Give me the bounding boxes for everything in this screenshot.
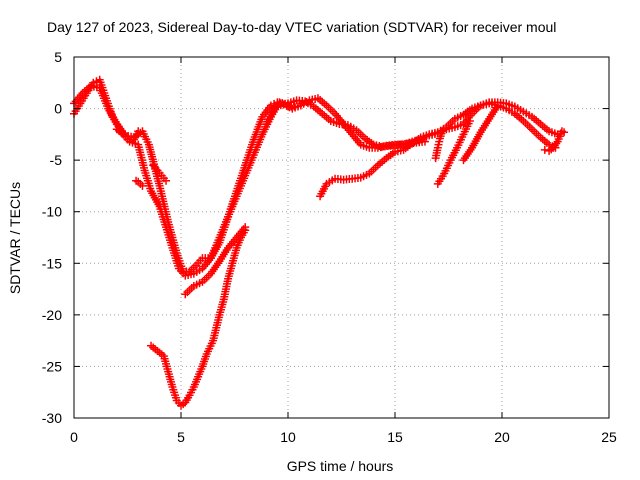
data-series-track-10 [316,99,560,201]
data-point [420,137,429,146]
x-tick-label: 5 [177,429,185,445]
data-series-track-11 [433,116,474,188]
data-point [465,116,474,125]
x-tick-label: 0 [70,429,78,445]
x-tick-label: 20 [494,429,510,445]
data-markers [70,75,569,410]
data-series-track-14 [540,127,566,155]
x-tick-label: 25 [601,429,617,445]
x-tick-label: 10 [280,429,296,445]
data-point [493,101,502,110]
y-tick-label: -5 [50,152,63,168]
chart-title: Day 127 of 2023, Sidereal Day-to-day VTE… [47,19,556,35]
y-tick-label: -10 [42,204,62,220]
data-series-track-12 [431,127,447,163]
y-tick-label: 0 [54,101,62,117]
y-tick-label: 5 [54,49,62,65]
data-point [438,127,447,136]
y-tick-label: -30 [42,410,62,426]
data-point [241,226,250,235]
data-series-track-5 [132,176,147,190]
axis-ticks: 0 5 10 15 20 25 5 0 -5 -10 -15 -20 -25 -30 [42,49,617,445]
plot-frame [73,56,610,419]
data-series-track-9 [262,94,569,152]
data-series-track-3 [112,98,292,280]
data-point [134,127,143,136]
y-axis-label: SDTVAR / TECUs [7,182,23,294]
data-point [138,181,147,190]
data-point [557,127,566,136]
y-tick-label: -15 [42,255,62,271]
data-series-track-13 [459,101,502,165]
x-axis-label: GPS time / hours [287,458,394,474]
data-series-track-1 [70,81,299,276]
y-tick-label: -20 [42,307,62,323]
data-series-track-8 [284,96,429,151]
data-series-track-4 [149,161,171,185]
grid-lines [74,57,609,418]
data-series-track-7 [147,226,250,410]
x-tick-label: 15 [387,429,403,445]
data-point [162,176,171,185]
y-tick-label: -25 [42,358,62,374]
